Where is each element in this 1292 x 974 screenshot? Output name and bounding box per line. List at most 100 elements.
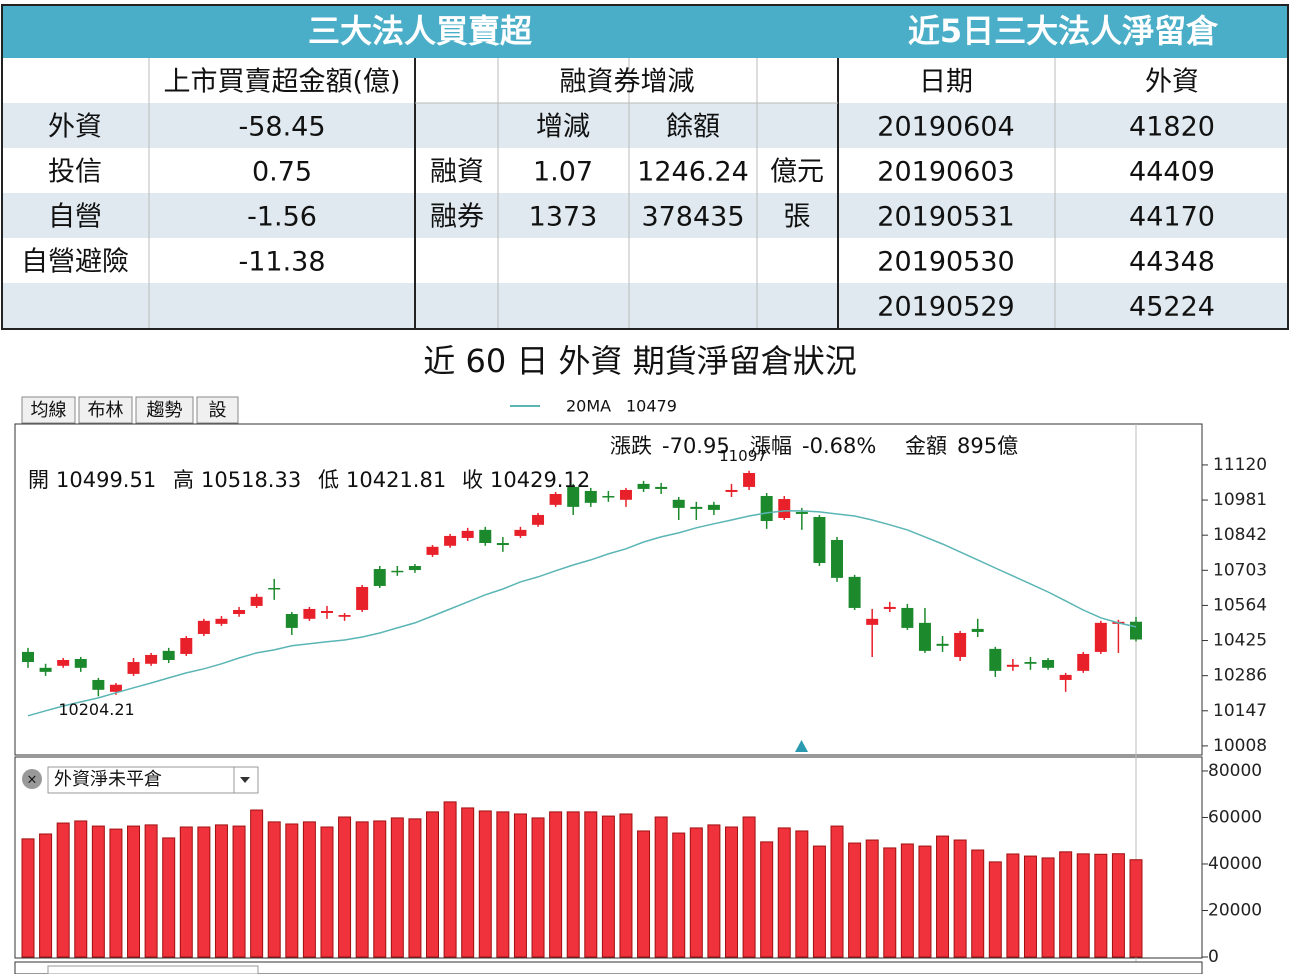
y-tick-label: 80000 [1208, 761, 1262, 781]
row-bg [838, 103, 1288, 148]
bar [1059, 851, 1073, 958]
ohlc-value: 10518.33 [201, 468, 301, 492]
table-border [1, 4, 1289, 330]
bar [654, 816, 668, 958]
bar [1129, 859, 1143, 958]
candle-body [584, 490, 597, 503]
bar [197, 826, 211, 958]
info-label: 漲跌 [610, 434, 652, 458]
info-value: -0.68% [802, 434, 876, 458]
candle-body [655, 486, 668, 489]
bar [883, 847, 897, 958]
candle-body [1024, 662, 1037, 664]
y-tick-label: 10008 [1213, 736, 1267, 756]
bar [496, 811, 510, 958]
bar [162, 837, 176, 958]
close-icon[interactable] [22, 769, 42, 789]
row-value: -58.45 [238, 112, 325, 143]
candle-body [936, 643, 949, 646]
candle-body [391, 570, 404, 573]
candle-body [74, 658, 87, 668]
bar [1023, 855, 1037, 958]
candle-body [637, 483, 650, 489]
bar [39, 833, 53, 958]
candle-body [197, 620, 210, 634]
value-cell: 44409 [1129, 157, 1215, 188]
sub-header: 餘額 [666, 112, 720, 143]
volume-frame [14, 756, 1203, 959]
bar [601, 815, 615, 958]
candle-body [778, 499, 791, 518]
candle-body [180, 638, 193, 654]
y-tick-label: 10286 [1213, 666, 1267, 686]
ohlc-label: 開 [28, 468, 49, 492]
y-tick-label: 10842 [1213, 525, 1267, 545]
bar [56, 822, 70, 958]
margin-unit: 張 [784, 202, 811, 233]
candle-body [426, 546, 439, 555]
y-tick-label: 60000 [1208, 807, 1262, 827]
candle-body [690, 506, 703, 509]
bar [443, 801, 457, 958]
candle-body [866, 618, 879, 625]
row-label: 外資 [48, 112, 102, 143]
bar [426, 811, 440, 958]
candle-body [373, 569, 386, 586]
bar [531, 817, 545, 958]
y-tick-label: 11120 [1213, 455, 1267, 475]
bar [513, 813, 527, 958]
candle-body [479, 529, 492, 544]
value-cell: 45224 [1129, 292, 1215, 323]
bar [724, 826, 738, 958]
bar [1041, 857, 1055, 958]
toolbar-label: 均線 [31, 400, 67, 421]
candle-body [971, 628, 984, 632]
candle-body [918, 622, 931, 651]
bar [91, 825, 105, 958]
left-table-title: 三大法人買賣超 [308, 12, 533, 50]
y-tick-label: 10425 [1213, 631, 1267, 651]
y-tick-label: 10147 [1213, 701, 1267, 721]
chart-title: 近 60 日 外資 期貨淨留倉狀況 [423, 342, 856, 380]
margin-change: 1373 [529, 202, 598, 233]
y-tick-label: 10703 [1213, 560, 1267, 580]
info-label: 漲幅 [750, 434, 792, 458]
bar [707, 824, 721, 958]
candle-body [707, 504, 720, 510]
y-tick-label: 40000 [1208, 854, 1262, 874]
candle-body [145, 654, 158, 664]
candle-body [725, 489, 738, 492]
lower-dropdown [47, 965, 259, 974]
bar [109, 828, 123, 958]
bar [214, 824, 228, 958]
candle-body [496, 543, 509, 546]
margin-unit: 億元 [770, 157, 824, 188]
candle-body [883, 606, 896, 609]
bar [1094, 853, 1108, 958]
candle-body [743, 473, 756, 487]
header-cell: 外資 [1145, 67, 1199, 98]
ma-line [27, 510, 1137, 717]
candle-body [92, 679, 105, 690]
bar [267, 821, 281, 958]
toolbar-button[interactable] [21, 396, 76, 424]
right-table-title: 近5日三大法人淨留倉 [908, 12, 1219, 50]
bar [320, 826, 334, 958]
bar [127, 825, 141, 958]
info-label: 金額 [905, 434, 947, 458]
bar [936, 835, 950, 958]
row-label: 自營避險 [21, 247, 129, 278]
bar [971, 849, 985, 958]
toolbar-button[interactable] [196, 396, 239, 424]
bar [179, 826, 193, 958]
candle-body [1077, 653, 1090, 671]
bar [584, 811, 598, 958]
toolbar-button[interactable] [135, 396, 194, 424]
candle-body [1059, 674, 1072, 680]
toolbar-button[interactable] [78, 396, 133, 424]
dropdown[interactable] [47, 766, 259, 794]
ohlc-value: 10421.81 [346, 468, 446, 492]
candle-body [57, 659, 70, 666]
row-bg [838, 148, 1288, 193]
